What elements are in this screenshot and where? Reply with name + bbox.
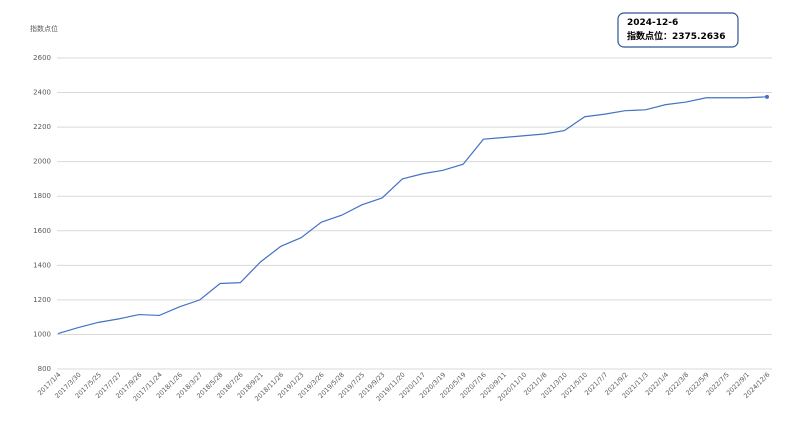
- y-tick-label: 1200: [33, 296, 51, 304]
- annotation-text: 指数点位：2375.2636: [627, 30, 726, 42]
- y-tick-label: 1400: [33, 261, 51, 269]
- annotation-date: 2024-12-6: [627, 18, 678, 28]
- last-point: [765, 94, 769, 99]
- y-tick-label: 2200: [33, 123, 51, 131]
- y-tick-label: 800: [38, 365, 51, 373]
- y-tick-label: 1800: [33, 192, 51, 200]
- y-tick-label: 2400: [33, 89, 51, 97]
- line: [57, 96, 768, 335]
- y-tick-label: 1000: [33, 330, 51, 338]
- y-axis-label: 指数点位: [30, 24, 58, 33]
- y-tick-label: 2600: [33, 54, 51, 62]
- y-tick-label: 1600: [33, 227, 51, 235]
- annotation-box: [617, 12, 739, 48]
- y-tick-label: 2000: [33, 158, 51, 166]
